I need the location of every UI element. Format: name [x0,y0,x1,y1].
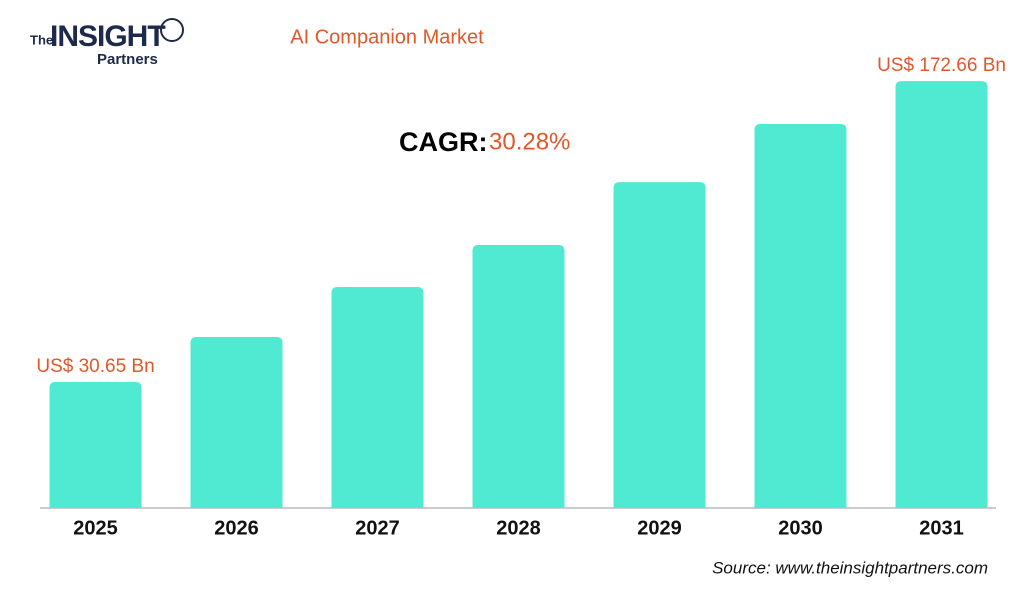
cagr-value: 30.28% [489,128,570,155]
source: Source: www.theinsightpartners.com [712,558,988,577]
value-label: US$ 172.66 Bn [877,55,1006,76]
x-tick-label: 2029 [637,517,682,539]
x-tick-label: 2031 [919,517,964,539]
bar [754,124,847,508]
x-tick-label: 2028 [496,517,541,539]
x-tick-label: 2027 [355,517,400,539]
bar [331,286,424,508]
cagr-label: CAGR: [399,127,488,157]
value-label: US$ 30.65 Bn [36,356,154,377]
bar [49,382,142,508]
logo: The INSIGHT Partners [30,18,184,68]
x-tick-label: 2030 [778,517,823,539]
logo-insight: INSIGHT [50,20,165,53]
x-tick-label: 2026 [214,517,259,539]
x-tick-label: 2025 [73,517,118,539]
bar [613,182,706,508]
bar [895,81,988,508]
logo-partners: Partners [97,51,158,68]
logo-the: The [30,32,53,47]
bar [190,336,283,508]
logo-ring [160,18,184,42]
bar [472,245,565,508]
chart-title: AI Companion Market [290,26,484,48]
